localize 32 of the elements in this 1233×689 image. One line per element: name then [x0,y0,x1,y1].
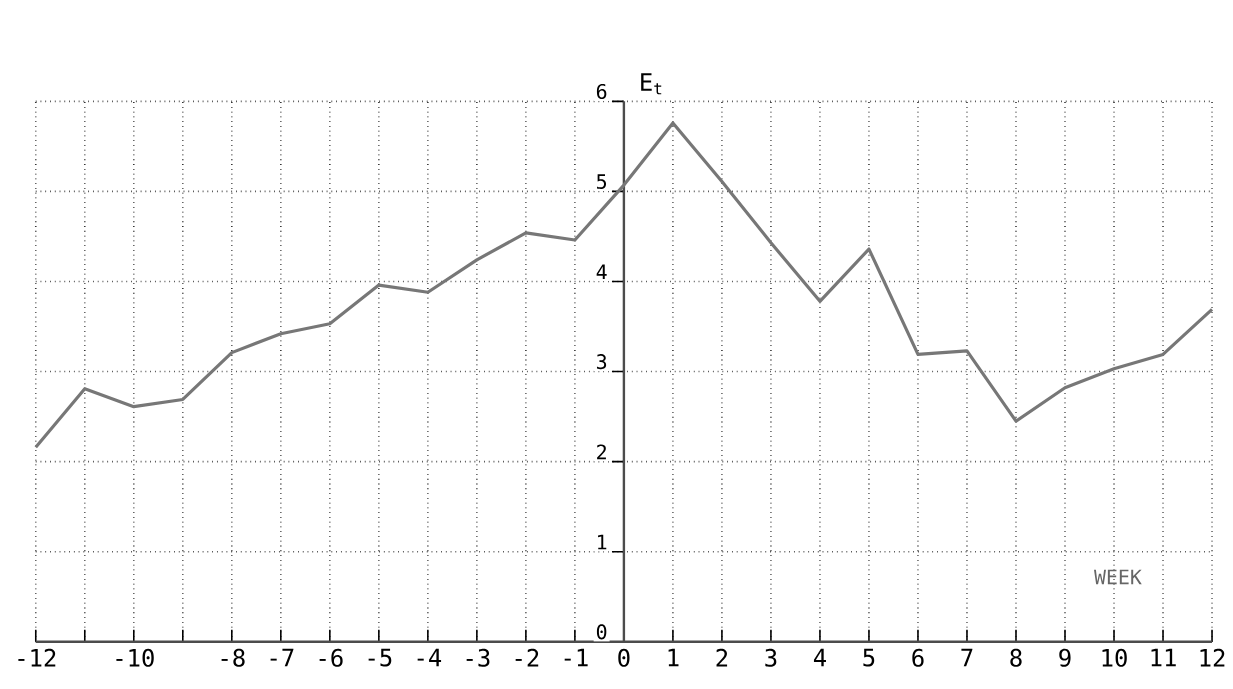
y-tick-label: 2 [597,444,606,460]
x-tick-label: 9 [1059,648,1071,667]
y-tick-label: 5 [597,174,607,189]
x-tick-label: -4 [417,648,442,666]
x-tick-label: 4 [813,648,826,666]
x-tick-label: 10 [1102,648,1127,667]
y-tick-label: 1 [598,534,607,550]
x-tick-label: -7 [270,648,294,666]
y-tick-label: 4 [596,264,607,279]
x-tick-label: 3 [765,648,777,667]
x-tick-label: -10 [116,648,154,667]
x-tick-label: -5 [368,648,392,667]
x-tick-label: 12 [1200,648,1225,667]
y-tick-label: 3 [596,353,607,369]
x-tick-label: -3 [466,648,490,667]
x-tick-label: 2 [716,648,728,667]
x-tick-label: -1 [564,648,588,666]
x-tick-label: -2 [515,648,539,667]
x-tick-label: 7 [961,648,973,666]
x-tick-label: -8 [221,648,245,667]
x-tick-label: 5 [863,648,875,667]
x-tick-label: 11 [1151,648,1176,666]
x-tick-label: 8 [1010,648,1022,667]
x-tick-label: 1 [668,648,679,666]
x-tick-label: -6 [319,648,343,667]
y-axis-title: E$_{t}$ [641,73,662,95]
x-tick-label: 6 [912,648,924,667]
y-tick-label: 6 [596,83,607,99]
y-tick-label: 0 [596,624,607,640]
x-axis-title: WEEK [1094,569,1142,584]
x-tick-label: -12 [18,648,56,667]
x-tick-label: 0 [618,648,630,667]
